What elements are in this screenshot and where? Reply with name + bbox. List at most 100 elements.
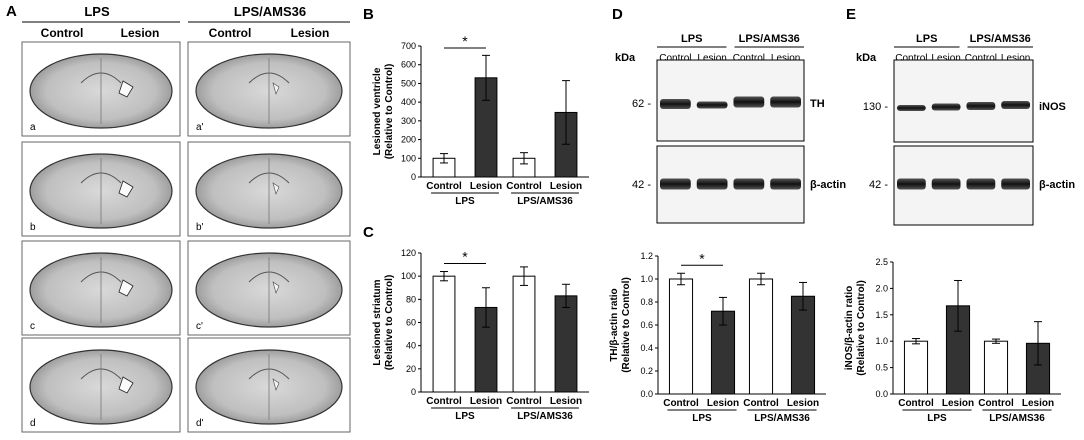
lesion-cavity [118,279,134,297]
blot-lane-label: Lesion [697,53,726,64]
panel-letter-b: B [363,6,374,23]
blot-lane-label: Control [659,53,691,64]
brain-section-panel: a [21,41,181,137]
blot-lane-label: Control [965,53,997,64]
panel-a-col-lesion-ams: Lesion [291,26,330,40]
significance-marker: * [462,249,468,265]
ventricle [272,281,280,294]
protein-band [931,103,961,111]
y-tick-label: 100 [401,271,416,281]
bar [903,340,929,395]
section-row-label: c [30,321,35,332]
lesion-cavity [118,80,134,98]
y-tick-label: 1.2 [640,251,653,261]
brain-sections: a a' b b' c c' d d' [21,41,351,433]
y-tick-label: 0.4 [640,343,653,353]
protein-band [660,99,691,109]
category-label: Lesion [470,396,502,407]
category-label: Lesion [550,181,582,192]
brain-section-panel: c' [187,240,351,336]
protein-label: β-actin [1039,179,1075,191]
y-tick-label: 600 [401,60,416,70]
protein-band [660,178,691,190]
western-blot-e: LPS LPS/AMS36 Control Lesion Control Lesion kD… [856,33,1075,226]
significance-marker: * [699,250,705,266]
section-row-label: c' [196,321,203,332]
panel-letter-d: D [612,6,623,23]
y-tick-label: 0.0 [640,389,653,399]
y-tick-label: 400 [401,97,416,107]
protein-band [770,96,801,108]
section-row-label: a' [196,122,204,133]
protein-band [1001,101,1030,109]
blot-lane-label: Lesion [1001,53,1030,64]
protein-band [966,178,996,190]
blot-group-label: LPS [681,33,702,45]
section-row-label: d' [196,418,204,429]
category-label: Control [978,398,1014,409]
bar [432,275,456,393]
category-label: Control [663,398,699,409]
category-label: Lesion [707,398,739,409]
y-tick-label: 2.5 [875,257,888,267]
brain-section-panel: b' [187,141,351,237]
chart-b: 0 100 200 300 400 500 600 700 Lesioned ventricle… [372,33,589,207]
blot-lane-label: Lesion [771,53,800,64]
section-row-label: d [30,418,36,429]
brain-section-panel: d' [187,337,351,433]
y-tick-label: 0.6 [640,320,653,330]
blot-lane-label: Control [895,53,927,64]
category-label: Control [506,181,542,192]
chart-c: 0 20 40 60 80 100 120 Lesioned striatum (Relativ… [372,248,589,422]
group-label: LPS [455,196,475,207]
protein-band [966,102,996,110]
protein-label: β-actin [810,179,846,191]
group-label: LPS [455,411,475,422]
y-tick-label: 80 [406,294,416,304]
kda-label: kDa [615,52,636,64]
bar [983,340,1009,395]
category-label: Control [506,396,542,407]
brain-section-panel: d [21,337,181,433]
y-axis-subtitle: (Relative to Control) [621,277,632,373]
group-label: LPS/AMS36 [517,196,573,207]
kda-label: kDa [856,52,877,64]
panel-letter-c: C [363,224,374,241]
bar [790,295,816,395]
brain-section-panel: b [21,141,181,237]
section-row-label: b' [196,222,204,233]
lesion-cavity [118,376,134,394]
protein-band [733,96,765,108]
y-tick-label: 700 [401,41,416,51]
y-tick-label: 0.0 [875,389,888,399]
panel-a-group-ams: LPS/AMS36 [234,4,306,19]
blot-group-label: LPS/AMS36 [970,33,1031,45]
brain-section-panel: c [21,240,181,336]
bar [668,278,694,395]
panel-a-col-control-lps: Control [41,26,84,40]
y-tick-label: 0.8 [640,297,653,307]
y-axis-subtitle: (Relative to Control) [856,280,867,376]
western-blot-d: LPS LPS/AMS36 Control Lesion Control Lesion kD… [615,33,846,224]
molecular-weight-marker: 130 - [863,101,888,113]
bar [554,295,578,393]
category-label: Lesion [470,181,502,192]
section-row-label: a [30,122,36,133]
group-label: LPS/AMS36 [754,413,810,424]
protein-band [1001,178,1030,190]
y-axis-title: Lesioned striatum [372,279,383,365]
protein-band [696,178,728,190]
category-label: Control [743,398,779,409]
group-label: LPS [692,413,712,424]
y-axis-title: TH/β-actin ratio [609,288,620,361]
panel-letter-a: A [6,3,17,20]
y-axis-title: iNOS/β-actin ratio [844,286,855,370]
y-tick-label: 1.0 [640,274,653,284]
group-label: LPS/AMS36 [989,413,1045,424]
blot-lane-label: Control [733,53,765,64]
category-label: Control [898,398,934,409]
category-label: Control [426,396,462,407]
lesion-cavity [118,180,134,198]
blot-group-label: LPS [916,33,937,45]
